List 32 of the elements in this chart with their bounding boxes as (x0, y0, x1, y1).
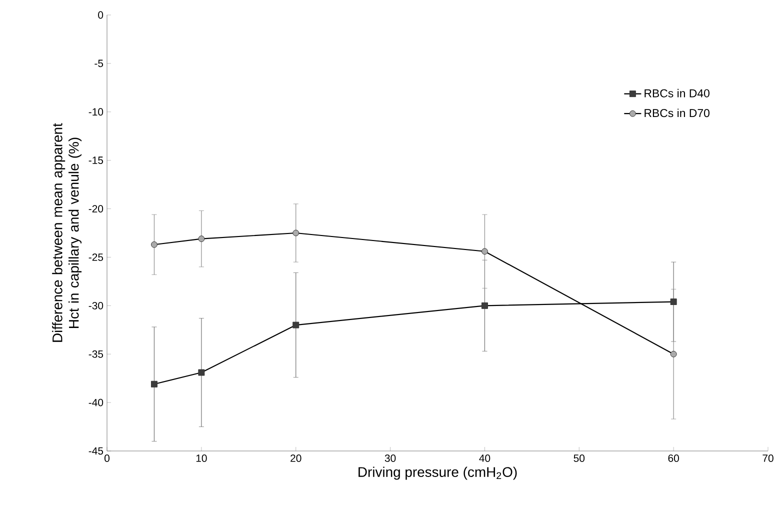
point (670, 298, 677, 306)
y-tick-label: -5 (94, 60, 104, 68)
legend-label: RBCs in D70 (644, 108, 710, 118)
point (481, 248, 488, 255)
x-tick-label: 30 (384, 454, 396, 462)
x-tick-label: 70 (762, 454, 774, 462)
x-tick-label: 10 (196, 454, 207, 462)
point (198, 369, 205, 376)
y-tick-label: 0 (98, 11, 104, 19)
point (481, 302, 488, 309)
y-tick-label: -25 (88, 254, 104, 261)
point (292, 322, 300, 328)
x-tick-label: 0 (104, 454, 110, 462)
y-tick-label: -40 (88, 398, 104, 406)
x-tick-label: 60 (668, 454, 679, 462)
y-tick-label: -20 (88, 205, 104, 212)
point (292, 230, 300, 236)
legend-label: RBCs in D40 (644, 88, 710, 98)
x-tick-label: 20 (290, 454, 302, 462)
x-tick-label: 50 (574, 454, 585, 462)
y-axis-title: Difference between mean apparent Hct in capillary and venule (%) (52, 123, 82, 342)
y-tick-label: -45 (88, 447, 104, 455)
x-axis-title: Driving pressure (cmH$_{2}$O) (358, 466, 517, 480)
point (670, 350, 677, 358)
y-tick-label: -30 (88, 302, 104, 310)
y-tick-label: -35 (88, 350, 104, 358)
x-tick-label: 40 (479, 454, 490, 462)
point (150, 241, 158, 248)
point (150, 380, 158, 388)
y-tick-label: -15 (88, 156, 104, 164)
point (198, 236, 205, 242)
y-tick-label: -10 (88, 108, 104, 116)
